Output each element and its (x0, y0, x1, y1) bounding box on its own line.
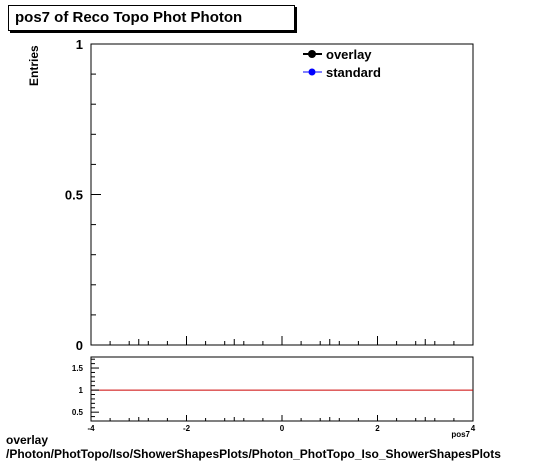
y-axis-label: Entries (27, 45, 41, 86)
chart-title-box: pos7 of Reco Topo Phot Photon (8, 5, 295, 31)
ratio-y-tick-label: 1.5 (72, 364, 84, 373)
footer-label: overlay (6, 433, 49, 447)
ratio-x-tick-label: 2 (375, 424, 380, 433)
x-axis-label: pos7 (451, 430, 470, 439)
main-plot-frame (90, 43, 474, 346)
legend-overlay-marker (308, 50, 316, 58)
y-tick-label: 0 (76, 338, 83, 353)
ratio-x-tick-label: -4 (87, 424, 95, 433)
chart-title: pos7 of Reco Topo Phot Photon (15, 9, 243, 26)
legend-standard-label: standard (326, 65, 381, 80)
ratio-y-tick-label: 0.5 (72, 408, 84, 417)
y-tick-label: 1 (76, 37, 83, 52)
ratio-plot-frame (90, 356, 474, 422)
ratio-x-tick-label: -2 (183, 424, 191, 433)
y-tick-label: 0.5 (65, 188, 83, 203)
ratio-x-tick-label: 0 (280, 424, 285, 433)
ratio-y-tick-label: 1 (79, 386, 84, 395)
legend-standard-marker (308, 68, 316, 76)
ratio-x-tick-label: 4 (471, 424, 476, 433)
footer-path: /Photon/PhotTopo/Iso/ShowerShapesPlots/P… (6, 447, 501, 461)
legend-overlay-label: overlay (326, 47, 372, 62)
